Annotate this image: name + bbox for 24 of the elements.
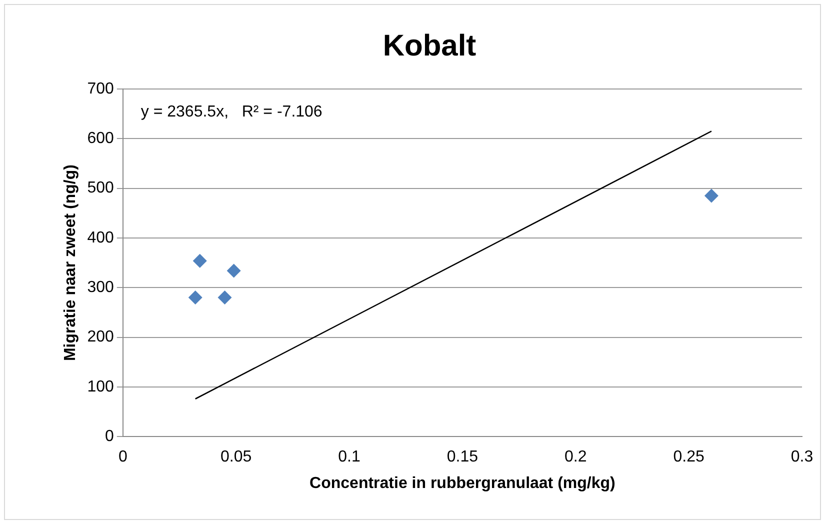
point bbox=[192, 254, 207, 268]
x-tick-label: 0 bbox=[118, 448, 128, 466]
point bbox=[218, 290, 232, 305]
point bbox=[188, 290, 202, 305]
y-tick-label: 600 bbox=[87, 130, 114, 148]
y-tick-label: 400 bbox=[87, 229, 114, 246]
y-tick-label: 200 bbox=[87, 328, 114, 346]
x-tick-label: 0.2 bbox=[564, 448, 587, 466]
annotation: y = 2365.5x, R² = -7.106 bbox=[140, 103, 322, 120]
x-tick-label: 0.3 bbox=[790, 448, 814, 466]
y-axis-title: Migratie naar zweet (ng/g) bbox=[62, 164, 80, 362]
x-tick-label: 0.05 bbox=[220, 448, 252, 466]
y-tick-label: 300 bbox=[87, 279, 114, 296]
y-tick-label: 100 bbox=[87, 378, 114, 396]
x-tick-label: 0.1 bbox=[338, 448, 360, 466]
point bbox=[226, 264, 241, 278]
y-tick-label: 500 bbox=[87, 180, 114, 197]
x-tick-label: 0.15 bbox=[446, 448, 478, 466]
x-axis-title: Concentratie in rubbergranulaat (mg/kg) bbox=[310, 474, 616, 492]
point bbox=[704, 188, 718, 203]
x-tick-label: 0.25 bbox=[673, 448, 704, 466]
chart-title: Kobalt bbox=[382, 29, 476, 62]
y-tick-label: 0 bbox=[104, 428, 114, 446]
y-tick-label: 700 bbox=[87, 80, 114, 98]
